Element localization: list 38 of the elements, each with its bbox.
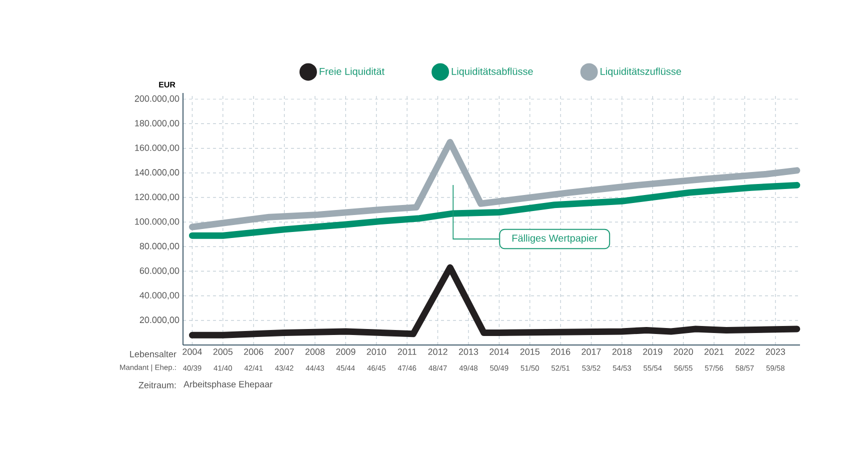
x-tick-label: 2006 — [244, 348, 264, 355]
x-tick-label: 2022 — [735, 348, 754, 355]
ref-line-label: Fälliges Wertpapier — [512, 234, 598, 244]
legend-label: Liquiditätsabflüsse — [452, 68, 533, 77]
x-tick-label: 2023 — [766, 348, 786, 355]
x-tick-label: 2008 — [305, 348, 325, 355]
y-tick-label: 20.000,00 — [140, 316, 180, 324]
y-tick-label: 180.000,00 — [135, 120, 180, 128]
y-axis-title: EUR — [159, 82, 176, 88]
x-tick-label: 2011 — [398, 348, 416, 355]
text: Arbeitsphase Ehepaar — [184, 380, 272, 390]
y-tick-label: 40.000,00 — [140, 292, 180, 300]
y-tick-label: 60.000,00 — [140, 268, 180, 275]
y-tick-label: 80.000,00 — [140, 242, 180, 250]
x-tick-label: 2018 — [612, 348, 632, 355]
text: Zeitraum: — [138, 382, 176, 388]
y-tick-label: 200.000,00 — [134, 95, 180, 103]
legend-label: Freie Liquidität — [320, 68, 384, 77]
x-tick-label: 2015 — [520, 348, 540, 355]
y-tick-label: 140.000,00 — [135, 169, 180, 177]
x-tick-label: 2009 — [336, 348, 356, 355]
x-tick-label: 2017 — [582, 348, 601, 355]
x-tick-label: 2020 — [674, 348, 694, 355]
x-tick-label: 2012 — [428, 348, 448, 355]
y-tick-label: 120.000,00 — [135, 194, 180, 202]
x-tick-label: 2010 — [366, 348, 386, 355]
x-tick-label: 2004 — [182, 348, 202, 355]
x-tick-label: 2005 — [213, 348, 233, 355]
x-tick-label: 2007 — [274, 348, 294, 355]
legend-label: Liquiditätszuflüsse — [600, 68, 682, 77]
x-tick-label: 2016 — [551, 348, 570, 355]
x-tick-label: 2014 — [490, 348, 509, 355]
x-tick-label: 2013 — [458, 348, 478, 355]
x-tick-label: 2021 — [704, 348, 724, 355]
x-tick-label: 2019 — [643, 348, 662, 355]
y-tick-label: 100.000,00 — [135, 218, 180, 226]
x-axis-title: Lebensalter — [130, 350, 176, 358]
y-tick-label: 160.000,00 — [135, 144, 180, 152]
